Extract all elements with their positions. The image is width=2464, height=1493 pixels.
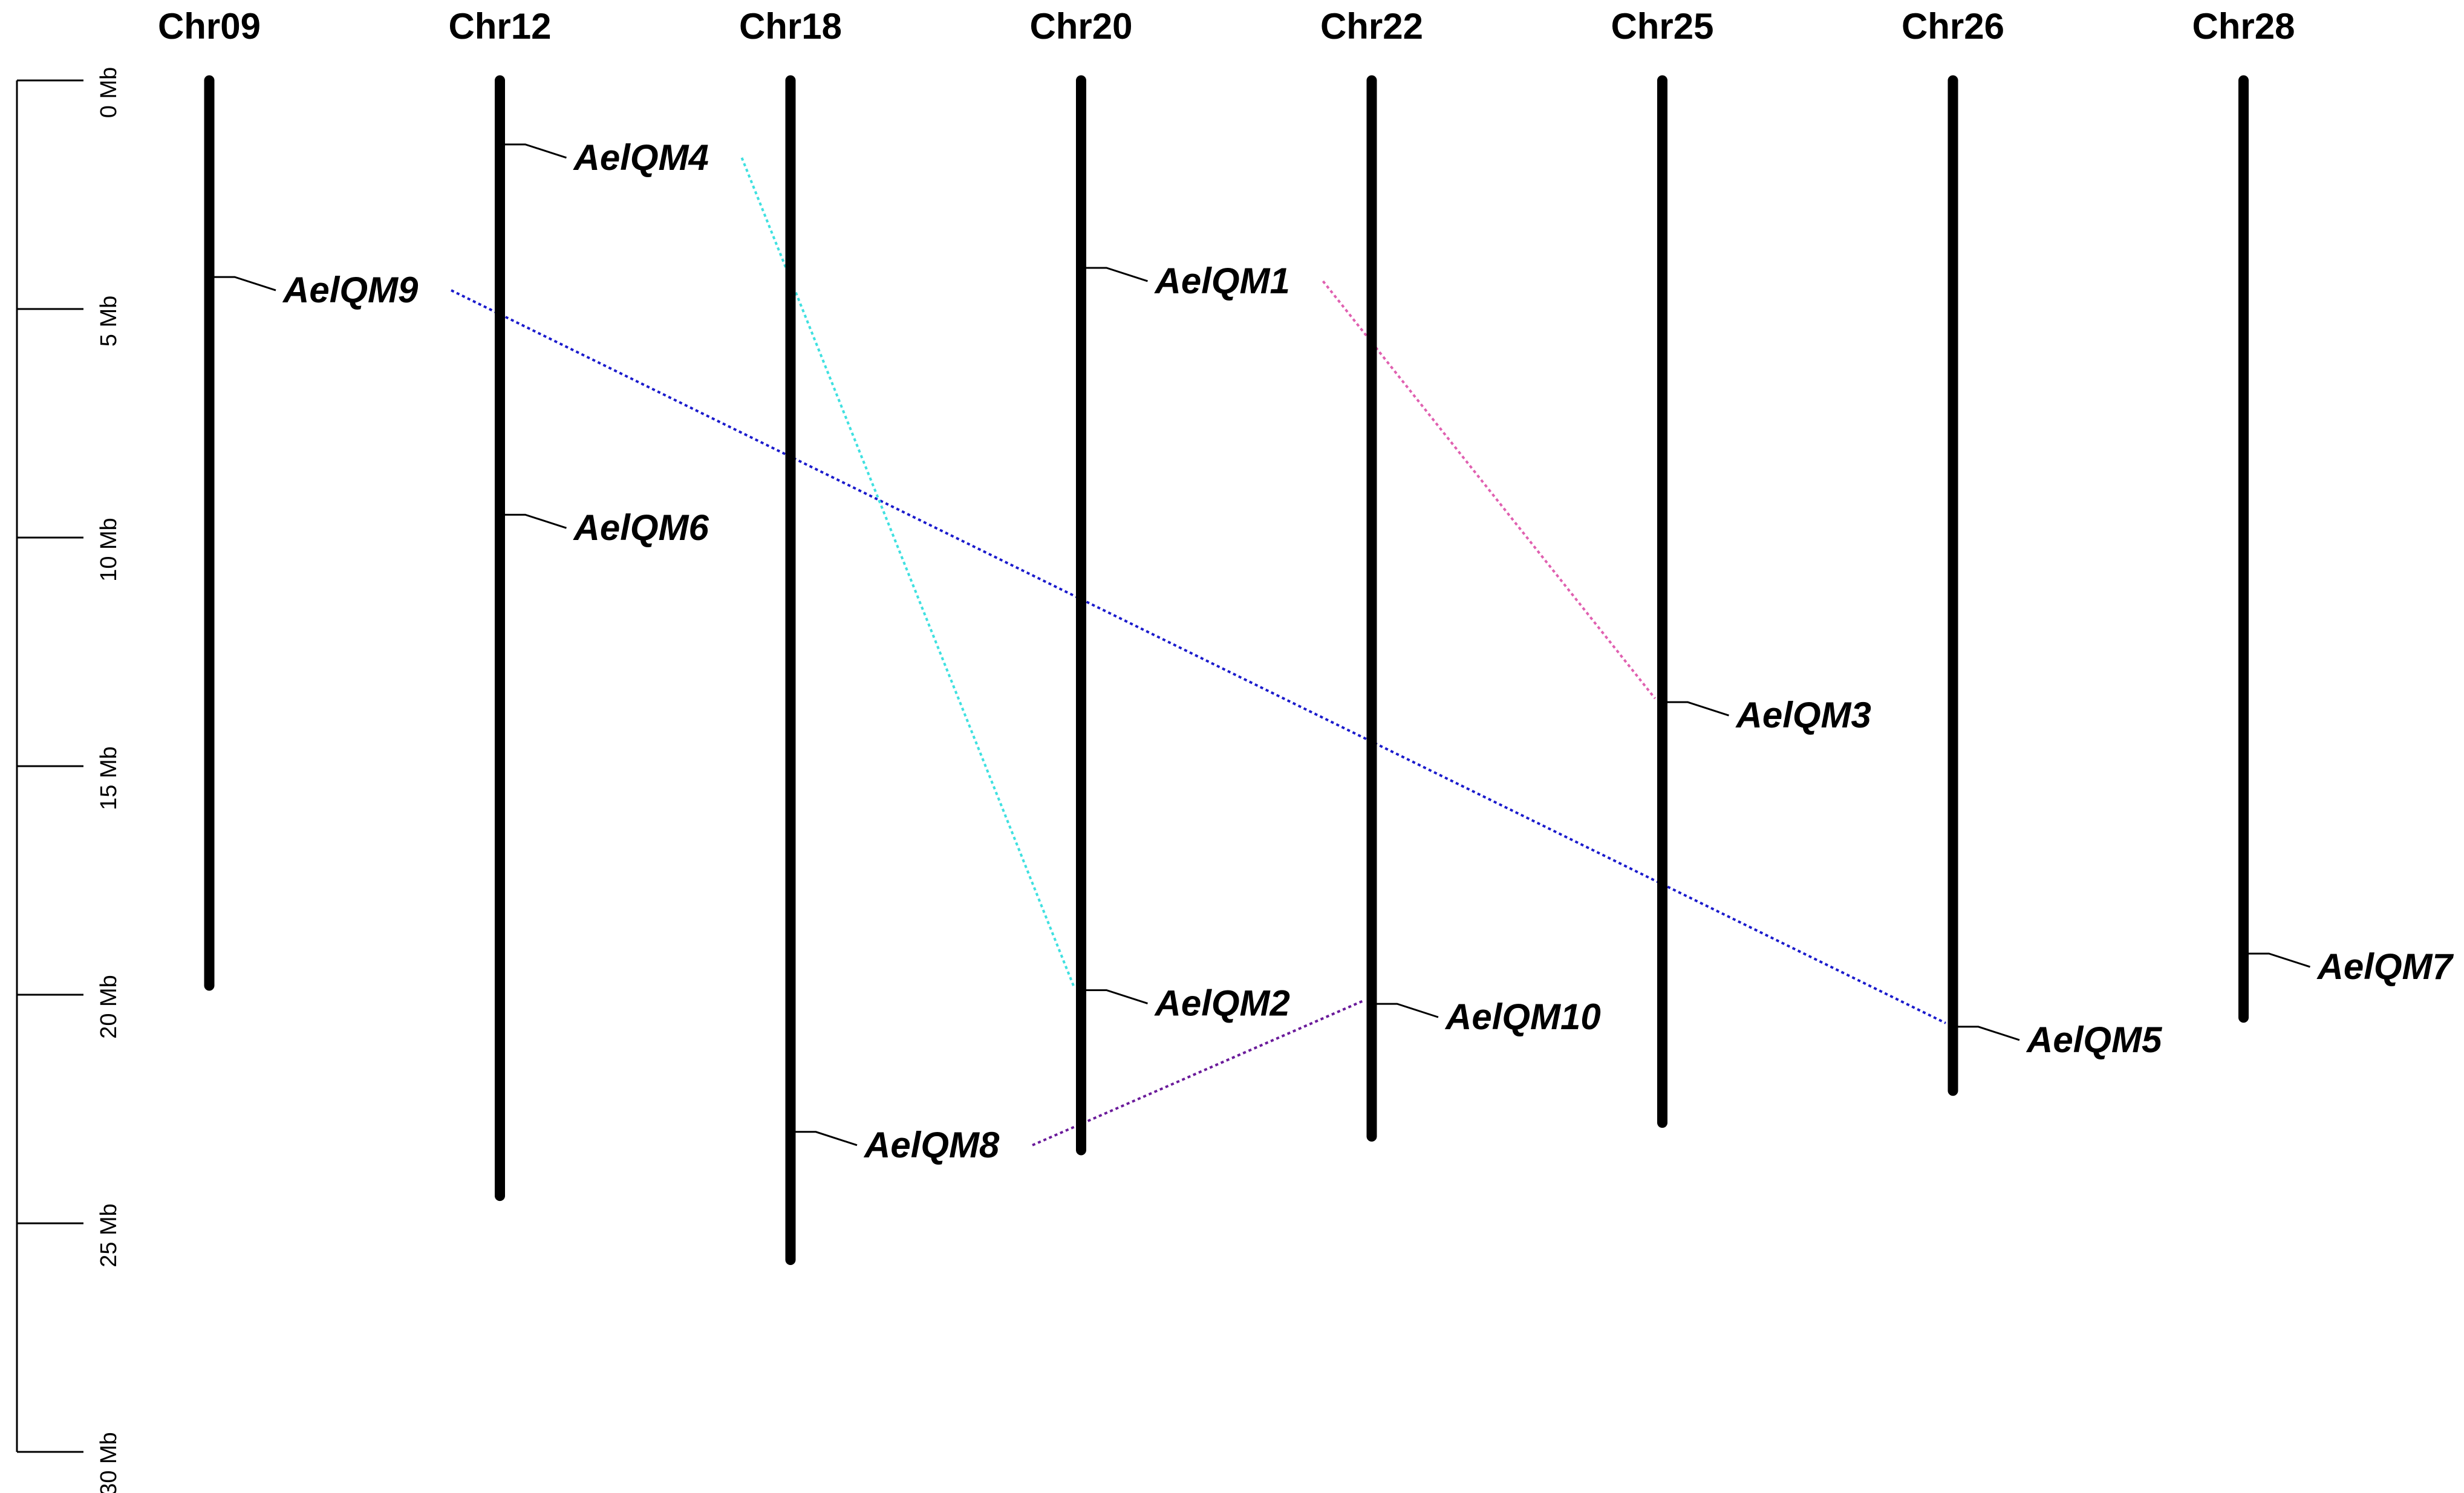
scale-tick-label: 10 Mb: [96, 518, 122, 582]
gene-label-aelqm3: AelQM3: [1735, 695, 1871, 735]
chromosome-title-chr09: Chr09: [158, 6, 261, 47]
gene-leader-aelqm5: [1958, 1026, 2020, 1041]
chromosome-title-chr20: Chr20: [1029, 6, 1132, 47]
gene-label-aelqm4: AelQM4: [573, 137, 709, 178]
gene-label-aelqm8: AelQM8: [863, 1125, 1000, 1165]
gene-label-aelqm7: AelQM7: [2316, 946, 2454, 987]
gene-leader-aelqm4: [504, 143, 567, 159]
chromosome-title-chr18: Chr18: [739, 6, 842, 47]
gene-leader-aelqm6: [504, 513, 567, 529]
chromosome-title-chr25: Chr25: [1611, 6, 1713, 47]
chromosome-title-chr12: Chr12: [448, 6, 551, 47]
scale-tick-label: 5 Mb: [96, 296, 122, 346]
link-aelqm1-aelqm3: [1322, 280, 1657, 700]
scale-tick-label: 30 Mb: [96, 1432, 122, 1493]
gene-leader-aelqm8: [795, 1131, 858, 1147]
chromosome-title-chr22: Chr22: [1320, 6, 1423, 47]
gene-leader-aelqm1: [1086, 267, 1148, 282]
gene-leader-aelqm9: [214, 276, 276, 291]
link-aelqm9-aelqm5: [451, 289, 1946, 1024]
gene-label-aelqm6: AelQM6: [573, 507, 709, 548]
scale-axis: 0 Mb 5 Mb 10 Mb 15 Mb 20 Mb 25 Mb 30 Mb: [16, 67, 122, 1493]
chromosome-title-chr26: Chr26: [1902, 6, 2004, 47]
gene-leader-aelqm3: [1667, 701, 1729, 717]
scale-tick-label: 25 Mb: [96, 1203, 122, 1267]
gene-label-aelqm5: AelQM5: [2026, 1020, 2163, 1060]
chromosome-title-chr28: Chr28: [2192, 6, 2295, 47]
scale-tick-label: 20 Mb: [96, 975, 122, 1039]
gene-label-aelqm1: AelQM1: [1154, 261, 1290, 301]
gene-leader-aelqm10: [1377, 1003, 1439, 1018]
gene-label-aelqm10: AelQM10: [1444, 997, 1601, 1037]
gene-label-aelqm2: AelQM2: [1154, 983, 1290, 1023]
gene-leader-aelqm7: [2248, 952, 2310, 968]
scale-tick-label: 15 Mb: [96, 746, 122, 810]
gene-leader-aelqm2: [1086, 989, 1148, 1004]
link-aelqm4-aelqm2: [740, 157, 1075, 987]
gene-markers: AelQM9 AelQM4 AelQM6 AelQM8 AelQM1 AelQM2 AelQ…: [214, 137, 2454, 1165]
gene-label-aelqm9: AelQM9: [282, 270, 419, 310]
collinear-links: [451, 157, 1946, 1147]
chromosomes: Chr09 Chr12 Chr18 Chr20 Chr22 Chr25 Chr26 Chr28: [158, 6, 2295, 1265]
scale-tick-label: 0 Mb: [96, 67, 122, 118]
